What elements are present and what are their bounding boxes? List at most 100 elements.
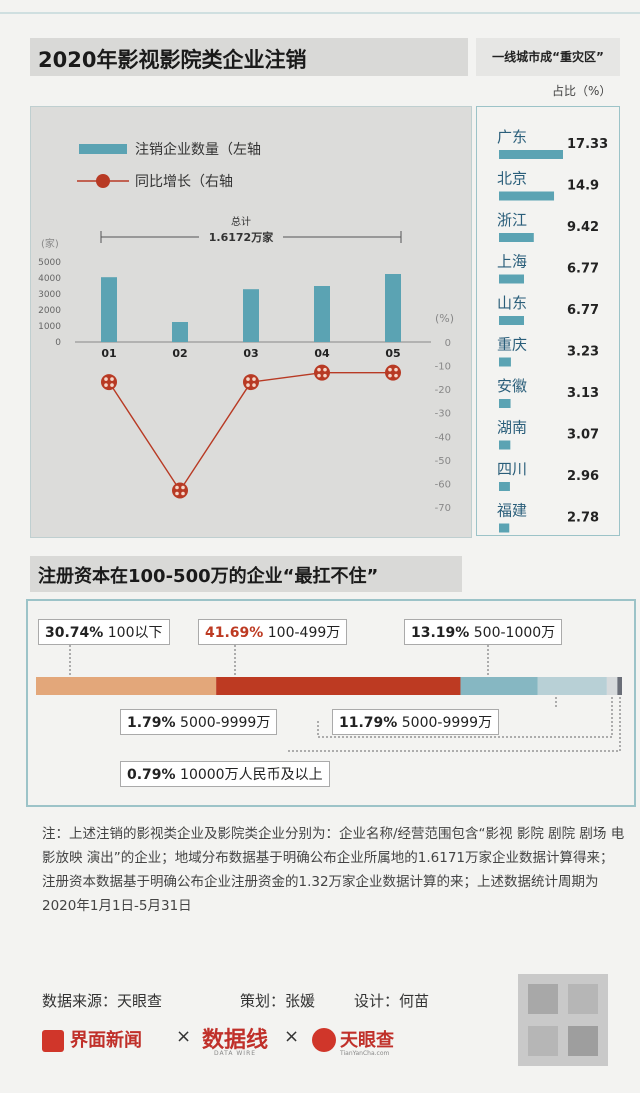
legend-marker-icon xyxy=(96,174,110,188)
legend-line-label: 同比增长（右轴 xyxy=(135,174,233,190)
legend-bar-swatch xyxy=(79,144,127,154)
left-tick-label: 1000 xyxy=(38,322,61,332)
province-bar xyxy=(499,233,534,242)
section2-title: 注册资本在100-500万的企业“最扛不住” xyxy=(38,566,379,587)
province-value: 9.42 xyxy=(567,220,599,235)
left-tick-label: 4000 xyxy=(38,274,61,284)
section2-title-bar xyxy=(30,556,462,592)
province-bar xyxy=(499,399,511,408)
capital-distribution-chart xyxy=(36,645,622,752)
province-bar xyxy=(499,274,525,284)
province-ranking-chart: 广东 17.33 北京 14.9 浙江 9.42 上海 6.77 山东 6.77 重庆 3.23 安徽 3… xyxy=(497,128,608,533)
x-tick-label: 03 xyxy=(243,347,258,360)
segment-label-1: 30.74% 100以下 xyxy=(38,619,170,645)
yoy-point-03 xyxy=(243,374,259,391)
leader-line-5 xyxy=(317,697,613,738)
capital-segment xyxy=(606,677,618,695)
right-tick-label: -70 xyxy=(435,503,451,514)
bar-05 xyxy=(385,274,401,342)
province-value: 2.78 xyxy=(567,511,599,526)
province-label: 重庆 xyxy=(497,336,527,354)
province-bar xyxy=(499,191,555,201)
province-label: 四川 xyxy=(497,460,527,478)
province-label: 福建 xyxy=(497,502,527,520)
brand-tianyancha-sub: TianYanCha.com xyxy=(340,1050,390,1057)
left-tick-label: 5000 xyxy=(38,258,61,268)
yoy-point-04 xyxy=(314,364,330,381)
right-tick-label: 0 xyxy=(445,338,451,349)
province-label: 安徽 xyxy=(497,377,527,395)
province-bar xyxy=(499,316,525,325)
segment-label-5: 1.79% 5000-9999万 xyxy=(120,709,278,735)
brand-datawire: 数据线 xyxy=(202,1028,269,1053)
province-bar xyxy=(499,357,511,367)
segment-label-2: 41.69% 100-499万 xyxy=(198,619,348,645)
province-label: 北京 xyxy=(497,170,527,188)
province-value: 14.9 xyxy=(567,179,599,194)
leader-line-6 xyxy=(288,697,621,752)
bar-04 xyxy=(314,286,330,342)
page-title: 2020年影视影院类企业注销 xyxy=(38,48,307,72)
designer-credit: 设计：何苗 xyxy=(354,992,430,1010)
footnote: 注：上述注销的影视类企业及影院类企业分别为：企业名称/经营范围包含“影视 影院 … xyxy=(42,826,625,914)
province-bar xyxy=(499,523,510,533)
brand-jiemian: 界面新闻 xyxy=(70,1030,142,1051)
tianyancha-logo-icon xyxy=(312,1028,336,1052)
capital-segment xyxy=(460,677,538,695)
jiemian-logo-icon xyxy=(42,1030,64,1052)
province-bar xyxy=(499,440,511,450)
province-value: 3.07 xyxy=(567,428,599,443)
total-value-bg xyxy=(199,229,283,245)
left-axis-unit: (家) xyxy=(41,237,59,250)
cancellation-chart-panel: 注销企业数量（左轴 同比增长（右轴 总计 1.6172万家 (家) (%) 50… xyxy=(30,106,472,538)
planner-credit: 策划：张媛 xyxy=(240,992,316,1010)
right-tick-label: -30 xyxy=(435,409,451,420)
legend-bar-label: 注销企业数量（左轴 xyxy=(135,141,261,158)
ratio-unit-label: 占比（%） xyxy=(552,84,612,98)
right-tick-label: -60 xyxy=(435,479,451,490)
capital-distribution-panel: 30.74% 100以下 41.69% 100-499万 13.19% 500-… xyxy=(26,599,636,807)
title-bar xyxy=(30,38,468,76)
bar-01 xyxy=(101,277,117,342)
province-ranking-panel: 广东 17.33 北京 14.9 浙江 9.42 上海 6.77 山东 6.77 重庆 3.23 安徽 3… xyxy=(476,106,620,536)
x-tick-label: 05 xyxy=(385,347,400,360)
left-tick-label: 2000 xyxy=(38,306,61,316)
left-tick-label: 3000 xyxy=(38,290,61,300)
right-tick-label: -20 xyxy=(435,385,451,396)
province-value: 3.13 xyxy=(567,386,599,401)
province-value: 6.77 xyxy=(567,303,599,318)
right-tick-label: -10 xyxy=(435,362,451,373)
province-value: 2.96 xyxy=(567,469,599,484)
brand-separator-1: × xyxy=(176,1026,192,1047)
total-value: 1.6172万家 xyxy=(209,230,274,244)
left-tick-label: 0 xyxy=(55,338,61,348)
province-bar xyxy=(499,150,563,159)
right-tick-label: -50 xyxy=(435,456,451,467)
capital-segment xyxy=(216,677,461,695)
yoy-point-05 xyxy=(385,364,401,381)
qr-code-placeholder xyxy=(518,974,608,1066)
province-bar xyxy=(499,482,510,491)
total-label: 总计 xyxy=(231,215,251,228)
capital-segment xyxy=(537,677,607,695)
capital-segment xyxy=(617,677,622,695)
right-tick-label: -40 xyxy=(435,432,451,443)
x-tick-label: 02 xyxy=(172,347,187,360)
province-label: 广东 xyxy=(497,128,527,146)
segment-label-6: 0.79% 10000万人民币及以上 xyxy=(120,761,330,787)
capital-segment xyxy=(36,677,217,695)
tag-bar xyxy=(476,38,620,76)
province-label: 山东 xyxy=(497,294,527,312)
tag-title: 一线城市成“重灾区” xyxy=(492,50,604,64)
segment-label-4: 11.79% 5000-9999万 xyxy=(332,709,500,735)
province-value: 3.23 xyxy=(567,345,599,360)
top-divider xyxy=(0,12,640,14)
x-tick-label: 04 xyxy=(314,347,330,360)
bar-03 xyxy=(243,289,259,342)
province-value: 17.33 xyxy=(567,137,608,152)
right-axis-unit: (%) xyxy=(435,312,454,325)
brand-datawire-sub: DATA WIRE xyxy=(214,1050,257,1057)
bar-02 xyxy=(172,322,188,342)
cancellation-chart: 注销企业数量（左轴 同比增长（右轴 总计 1.6172万家 (家) (%) 50… xyxy=(38,141,454,514)
data-source: 数据来源：天眼查 xyxy=(42,992,163,1010)
